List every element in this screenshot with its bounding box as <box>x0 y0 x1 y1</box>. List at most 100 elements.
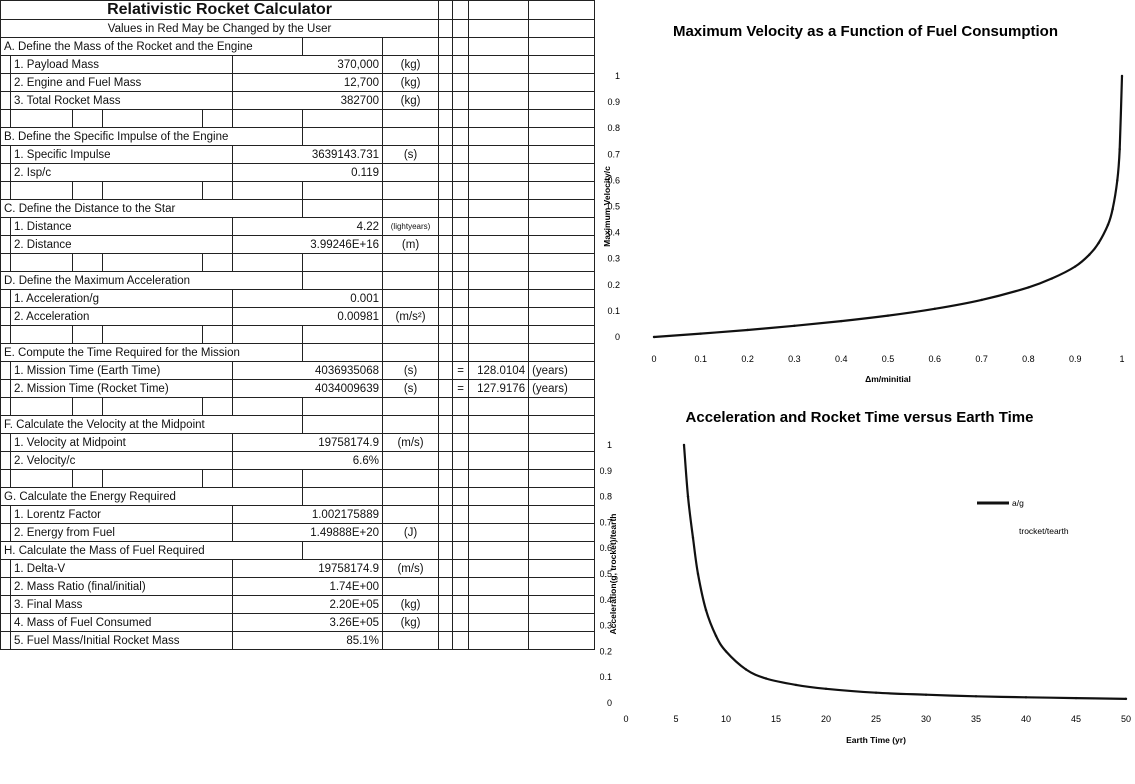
row-value[interactable]: 85.1% <box>232 631 383 650</box>
row-value[interactable]: 19758174.9 <box>232 433 383 452</box>
row-value[interactable]: 1.74E+00 <box>232 577 383 596</box>
row-value-years <box>468 433 530 452</box>
legend-entry: a/g <box>1012 498 1024 508</box>
empty-cell <box>381 325 440 344</box>
empty-cell <box>528 19 596 38</box>
x-tick-label: 45 <box>1071 714 1081 724</box>
sheet-row: 1. Acceleration/g 0.001 <box>0 289 596 308</box>
equals-sign <box>452 631 470 650</box>
empty-cell <box>438 217 454 236</box>
empty-cell <box>438 91 454 110</box>
empty-cell <box>528 397 596 416</box>
row-value[interactable]: 19758174.9 <box>232 559 383 578</box>
empty-cell <box>0 451 11 470</box>
row-value[interactable]: 4036935068 <box>232 361 383 380</box>
row-value-years: 128.0104 <box>468 361 530 380</box>
row-value[interactable]: 4034009639 <box>232 379 383 398</box>
row-unit: (m/s) <box>381 559 440 578</box>
empty-cell <box>468 109 530 128</box>
row-unit-years <box>528 145 596 164</box>
row-value[interactable]: 1.49888E+20 <box>232 523 383 542</box>
empty-cell <box>438 541 454 560</box>
row-value[interactable]: 1.002175889 <box>232 505 383 524</box>
empty-cell <box>438 469 454 488</box>
section-header: D. Define the Maximum Acceleration <box>0 271 303 290</box>
x-tick-label: 1 <box>1119 354 1124 364</box>
sheet-row: 2. Acceleration 0.00981 (m/s²) <box>0 307 596 326</box>
empty-cell <box>232 181 303 200</box>
row-unit <box>381 451 440 470</box>
empty-cell <box>528 271 596 290</box>
row-value[interactable]: 3.99246E+16 <box>232 235 383 254</box>
empty-cell <box>0 523 11 542</box>
equals-sign <box>452 289 470 308</box>
empty-cell <box>302 37 383 56</box>
data-point <box>793 324 796 327</box>
row-label: 2. Acceleration <box>10 307 233 326</box>
y-tick-label: 0 <box>607 698 612 708</box>
empty-cell <box>452 253 470 272</box>
sheet-title: Relativistic Rocket Calculator <box>0 0 440 20</box>
sheet-row: 1. Mission Time (Earth Time) 4036935068 (s… <box>0 361 596 380</box>
data-point <box>1027 286 1030 289</box>
row-value[interactable]: 2.20E+05 <box>232 595 383 614</box>
row-unit <box>381 631 440 650</box>
empty-cell <box>302 415 383 434</box>
empty-cell <box>302 181 383 200</box>
data-point <box>1118 147 1121 151</box>
data-point <box>724 650 728 653</box>
row-value-years <box>468 73 530 92</box>
sheet-row: 2. Velocity/c 6.6% <box>0 451 596 470</box>
empty-cell <box>202 469 233 488</box>
sheet-row: C. Define the Distance to the Star <box>0 199 596 218</box>
row-value[interactable]: 6.6% <box>232 451 383 470</box>
empty-cell <box>302 343 383 362</box>
sheet-row: 2. Distance 3.99246E+16 (m) <box>0 235 596 254</box>
y-tick-label: 0.3 <box>607 254 620 264</box>
y-tick-label: 0.2 <box>607 280 620 290</box>
empty-cell <box>468 19 530 38</box>
equals-sign <box>452 235 470 254</box>
empty-cell <box>452 487 470 506</box>
empty-cell <box>0 91 11 110</box>
sheet-row: 2. Isp/c 0.119 <box>0 163 596 182</box>
empty-cell <box>452 325 470 344</box>
row-value[interactable]: 4.22 <box>232 217 383 236</box>
row-value-years <box>468 577 530 596</box>
y-tick-label: 0.4 <box>600 595 612 605</box>
row-value[interactable]: 0.00981 <box>232 307 383 326</box>
empty-cell <box>452 181 470 200</box>
row-label: 3. Total Rocket Mass <box>10 91 233 110</box>
row-unit: (kg) <box>381 91 440 110</box>
x-tick-label: 15 <box>771 714 781 724</box>
row-value[interactable]: 382700 <box>232 91 383 110</box>
x-axis-label: Earth Time (yr) <box>846 735 906 745</box>
sheet-row <box>0 253 596 272</box>
data-point <box>714 634 718 638</box>
empty-cell <box>0 559 11 578</box>
empty-cell <box>438 181 454 200</box>
chart-title: Acceleration and Rocket Time versus Eart… <box>686 409 1034 426</box>
row-unit: (s) <box>381 145 440 164</box>
empty-cell <box>0 505 11 524</box>
equals-sign <box>452 595 470 614</box>
row-value[interactable]: 0.001 <box>232 289 383 308</box>
empty-cell <box>10 109 73 128</box>
row-value[interactable]: 3.26E+05 <box>232 613 383 632</box>
row-value[interactable]: 0.119 <box>232 163 383 182</box>
empty-cell <box>438 613 454 632</box>
y-tick-label: 0.7 <box>600 517 612 527</box>
empty-cell <box>0 325 11 344</box>
row-value[interactable]: 370,000 <box>232 55 383 74</box>
row-value[interactable]: 12,700 <box>232 73 383 92</box>
empty-cell <box>468 127 530 146</box>
row-value[interactable]: 3639143.731 <box>232 145 383 164</box>
x-tick-label: 20 <box>821 714 831 724</box>
y-tick-label: 0.5 <box>607 202 620 212</box>
empty-cell <box>232 469 303 488</box>
empty-cell <box>232 253 303 272</box>
sheet-row: 1. Payload Mass 370,000 (kg) <box>0 55 596 74</box>
empty-cell <box>381 253 440 272</box>
empty-cell <box>10 325 73 344</box>
equals-sign <box>452 577 470 596</box>
